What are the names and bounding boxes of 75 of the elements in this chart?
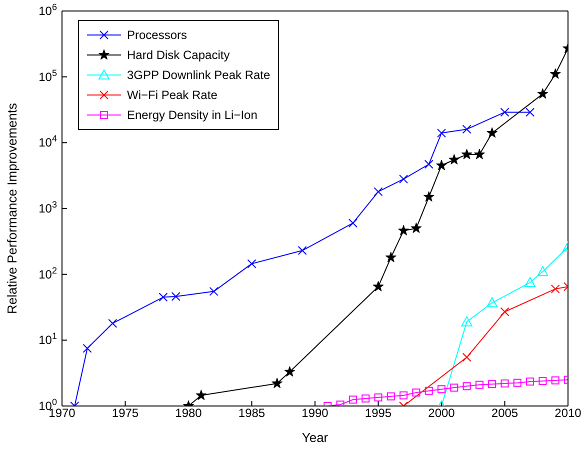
point — [399, 174, 408, 184]
point — [247, 259, 256, 268]
point — [488, 380, 496, 388]
legend-label: Processors — [127, 28, 188, 42]
point — [348, 218, 358, 228]
point — [475, 380, 484, 389]
point — [424, 160, 434, 169]
point — [537, 266, 548, 276]
point — [372, 280, 384, 292]
point — [437, 128, 446, 138]
point — [284, 366, 296, 377]
point — [513, 378, 522, 387]
point — [500, 379, 509, 388]
x-tick-label: 2000 — [428, 406, 456, 420]
point — [438, 385, 446, 394]
point — [171, 292, 180, 302]
point — [500, 108, 510, 117]
point — [272, 378, 283, 388]
y-tick-label: 10$^{6}$ — [38, 2, 57, 18]
point — [550, 284, 560, 294]
point — [298, 246, 307, 256]
point — [474, 148, 485, 160]
point — [538, 376, 547, 385]
point — [385, 252, 396, 262]
legend-label: 3GPP Downlink Peak Rate — [127, 68, 270, 82]
point — [410, 222, 422, 234]
point — [537, 88, 548, 99]
point — [461, 148, 472, 160]
point — [158, 292, 168, 302]
point — [526, 108, 535, 117]
point — [108, 318, 118, 328]
point — [374, 393, 382, 402]
point — [462, 124, 472, 134]
x-tick-label: 2005 — [491, 406, 518, 420]
point — [398, 224, 410, 236]
point — [551, 376, 560, 384]
point — [448, 154, 460, 164]
legend-label: Energy Density in Li−Ion — [127, 108, 258, 122]
point — [486, 297, 498, 308]
x-axis-title: Year — [302, 430, 329, 445]
x-tick-label: 1985 — [238, 406, 266, 420]
point — [400, 391, 408, 400]
point — [550, 68, 561, 79]
y-tick-label: 10$^{5}$ — [38, 68, 57, 84]
point — [462, 352, 472, 362]
x-tick-label: 2010 — [554, 406, 582, 420]
point — [374, 187, 383, 196]
y-tick-label: 10$^{2}$ — [38, 265, 57, 282]
point — [362, 394, 370, 402]
point — [82, 344, 92, 353]
point — [526, 378, 534, 386]
x-tick-label: 1995 — [364, 406, 392, 420]
x-tick-label: 1980 — [175, 406, 202, 420]
point — [412, 388, 420, 397]
point — [423, 191, 434, 202]
point — [424, 386, 433, 395]
y-axis-title: Relative Performance Improvements — [4, 102, 20, 314]
point — [196, 390, 207, 400]
point — [461, 316, 472, 326]
point — [524, 277, 536, 288]
legend-label: Wi−Fi Peak Rate — [127, 88, 218, 102]
point — [348, 396, 357, 404]
point — [500, 307, 510, 316]
x-tick-label: 1990 — [302, 406, 329, 420]
point — [436, 160, 447, 170]
point — [386, 392, 395, 400]
point — [486, 127, 498, 138]
legend-label: Hard Disk Capacity — [127, 48, 230, 62]
point — [209, 286, 218, 296]
y-tick-label: 10$^{1}$ — [38, 331, 57, 348]
y-tick-label: 10$^{4}$ — [38, 134, 57, 150]
y-tick-label: 10$^{3}$ — [38, 200, 57, 216]
x-tick-label: 1975 — [112, 406, 139, 420]
point — [450, 384, 458, 392]
point — [462, 382, 471, 390]
